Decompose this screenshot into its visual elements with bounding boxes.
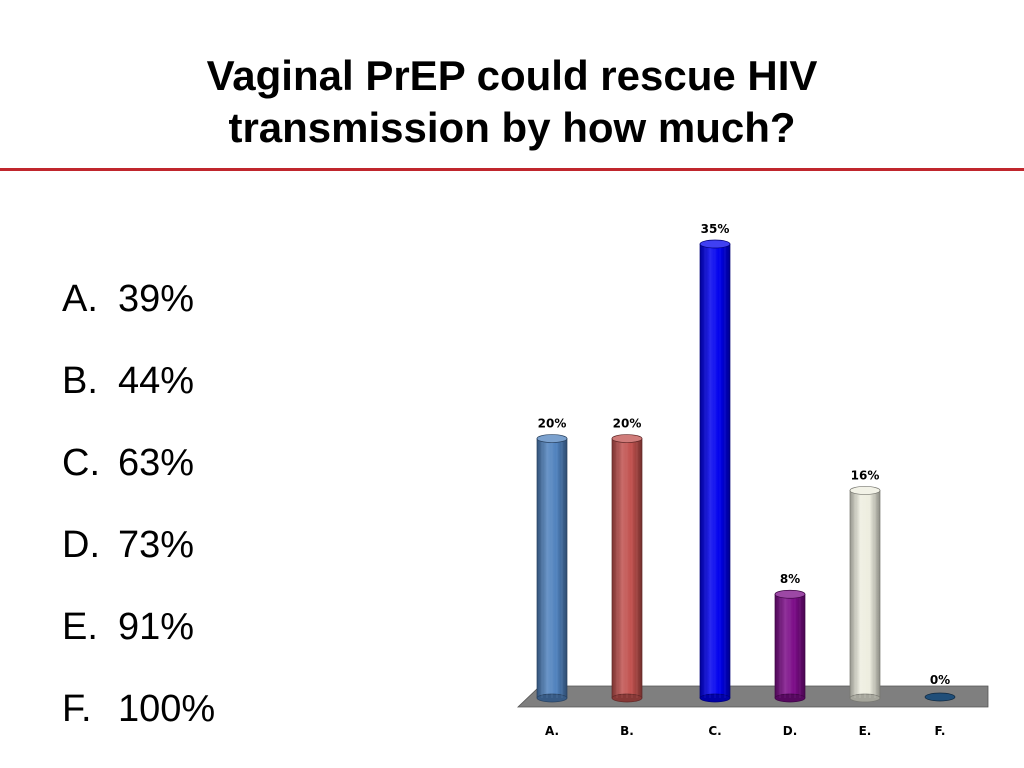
option-b: B. 44% xyxy=(62,340,215,422)
option-c: C. 63% xyxy=(62,422,215,504)
title-line-1: Vaginal PrEP could rescue HIV xyxy=(206,52,818,99)
answer-options: A. 39% B. 44% C. 63% D. 73% E. 91% F. 100% xyxy=(62,258,215,750)
bar-c xyxy=(699,239,731,703)
bar-f xyxy=(924,692,956,702)
x-tick-label: F. xyxy=(935,724,946,738)
option-a: A. 39% xyxy=(62,258,215,340)
chart-floor xyxy=(517,685,989,708)
x-tick-label: E. xyxy=(859,724,872,738)
slide-title: Vaginal PrEP could rescue HIV transmissi… xyxy=(0,50,1024,154)
x-tick-label: B. xyxy=(620,724,634,738)
x-tick-label: D. xyxy=(783,724,798,738)
data-label: 8% xyxy=(780,572,800,586)
data-label: 20% xyxy=(538,417,567,431)
option-d: D. 73% xyxy=(62,504,215,586)
x-tick-label: C. xyxy=(708,724,721,738)
data-label: 16% xyxy=(851,468,880,482)
title-line-2: transmission by how much? xyxy=(228,104,796,151)
option-letter: C. xyxy=(62,442,100,484)
bar-top xyxy=(849,486,881,495)
option-f: F. 100% xyxy=(62,668,215,750)
option-value: 91% xyxy=(118,606,195,648)
option-letter: E. xyxy=(62,606,98,648)
option-value: 100% xyxy=(118,688,216,730)
data-labels-group: 20% 20% 35% 8% 16% 0% xyxy=(538,222,951,687)
option-letter: F. xyxy=(62,688,92,730)
option-e: E. 91% xyxy=(62,586,215,668)
title-divider xyxy=(0,168,1024,171)
option-value: 73% xyxy=(118,524,195,566)
data-label: 35% xyxy=(701,222,730,236)
bars-group xyxy=(536,239,956,703)
option-letter: B. xyxy=(62,360,98,402)
option-letter: A. xyxy=(62,278,98,320)
data-label: 20% xyxy=(613,417,642,431)
bar-zero-disc xyxy=(924,692,956,702)
bar-top xyxy=(536,434,568,443)
option-value: 63% xyxy=(118,442,195,484)
option-value: 39% xyxy=(118,278,195,320)
x-tick-label: A. xyxy=(545,724,559,738)
bar-a xyxy=(536,434,568,703)
response-bar-chart: 20% 20% 35% 8% 16% 0% A. B. C. D. E. F. xyxy=(517,222,989,738)
option-letter: D. xyxy=(62,524,100,566)
bar-top xyxy=(611,434,643,443)
bar-d xyxy=(774,589,806,703)
bar-top xyxy=(699,239,731,249)
x-tick-labels-group: A. B. C. D. E. F. xyxy=(545,724,946,738)
bar-b xyxy=(611,434,643,703)
bar-e xyxy=(849,486,881,703)
data-label: 0% xyxy=(930,673,950,687)
option-value: 44% xyxy=(118,360,195,402)
bar-top xyxy=(774,589,806,599)
